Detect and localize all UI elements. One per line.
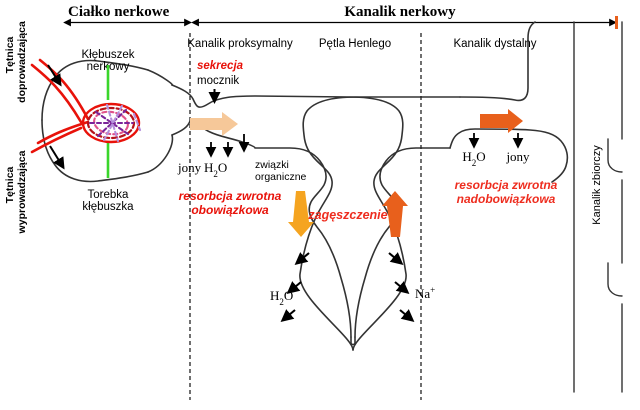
- svg-text:Kłębuszek: Kłębuszek: [81, 49, 134, 61]
- svg-text:zagęszczenie: zagęszczenie: [307, 208, 387, 222]
- svg-text:wyprowadzająca: wyprowadzająca: [16, 150, 28, 234]
- svg-text:jony: jony: [505, 149, 530, 164]
- svg-text:Tętnica: Tętnica: [4, 166, 16, 203]
- svg-text:nadobowiązkowa: nadobowiązkowa: [457, 192, 556, 206]
- svg-text:Kanalik proksymalny: Kanalik proksymalny: [187, 38, 293, 50]
- svg-text:Pętla Henlego: Pętla Henlego: [319, 38, 391, 50]
- svg-text:kłębuszka: kłębuszka: [82, 201, 134, 213]
- svg-text:Ciałko nerkowe: Ciałko nerkowe: [68, 4, 170, 20]
- svg-text:związki: związki: [255, 159, 289, 171]
- svg-text:mocznik: mocznik: [197, 75, 239, 87]
- svg-text:Tętnica: Tętnica: [4, 36, 16, 73]
- svg-text:obowiązkowa: obowiązkowa: [191, 203, 269, 217]
- svg-text:resorbcja zwrotna: resorbcja zwrotna: [455, 178, 558, 192]
- svg-text:Kanalik dystalny: Kanalik dystalny: [453, 38, 536, 50]
- svg-text:resorbcja zwrotna: resorbcja zwrotna: [179, 189, 282, 203]
- svg-text:Torebka: Torebka: [88, 189, 130, 201]
- svg-text:sekrecja: sekrecja: [197, 60, 244, 72]
- svg-text:Kanalik nerkowy: Kanalik nerkowy: [344, 4, 456, 20]
- svg-text:doprowadzająca: doprowadzająca: [16, 21, 28, 103]
- svg-text:Kanalik zbiorczy: Kanalik zbiorczy: [591, 145, 603, 225]
- svg-text:jony: jony: [177, 160, 202, 175]
- svg-text:organiczne: organiczne: [255, 171, 307, 183]
